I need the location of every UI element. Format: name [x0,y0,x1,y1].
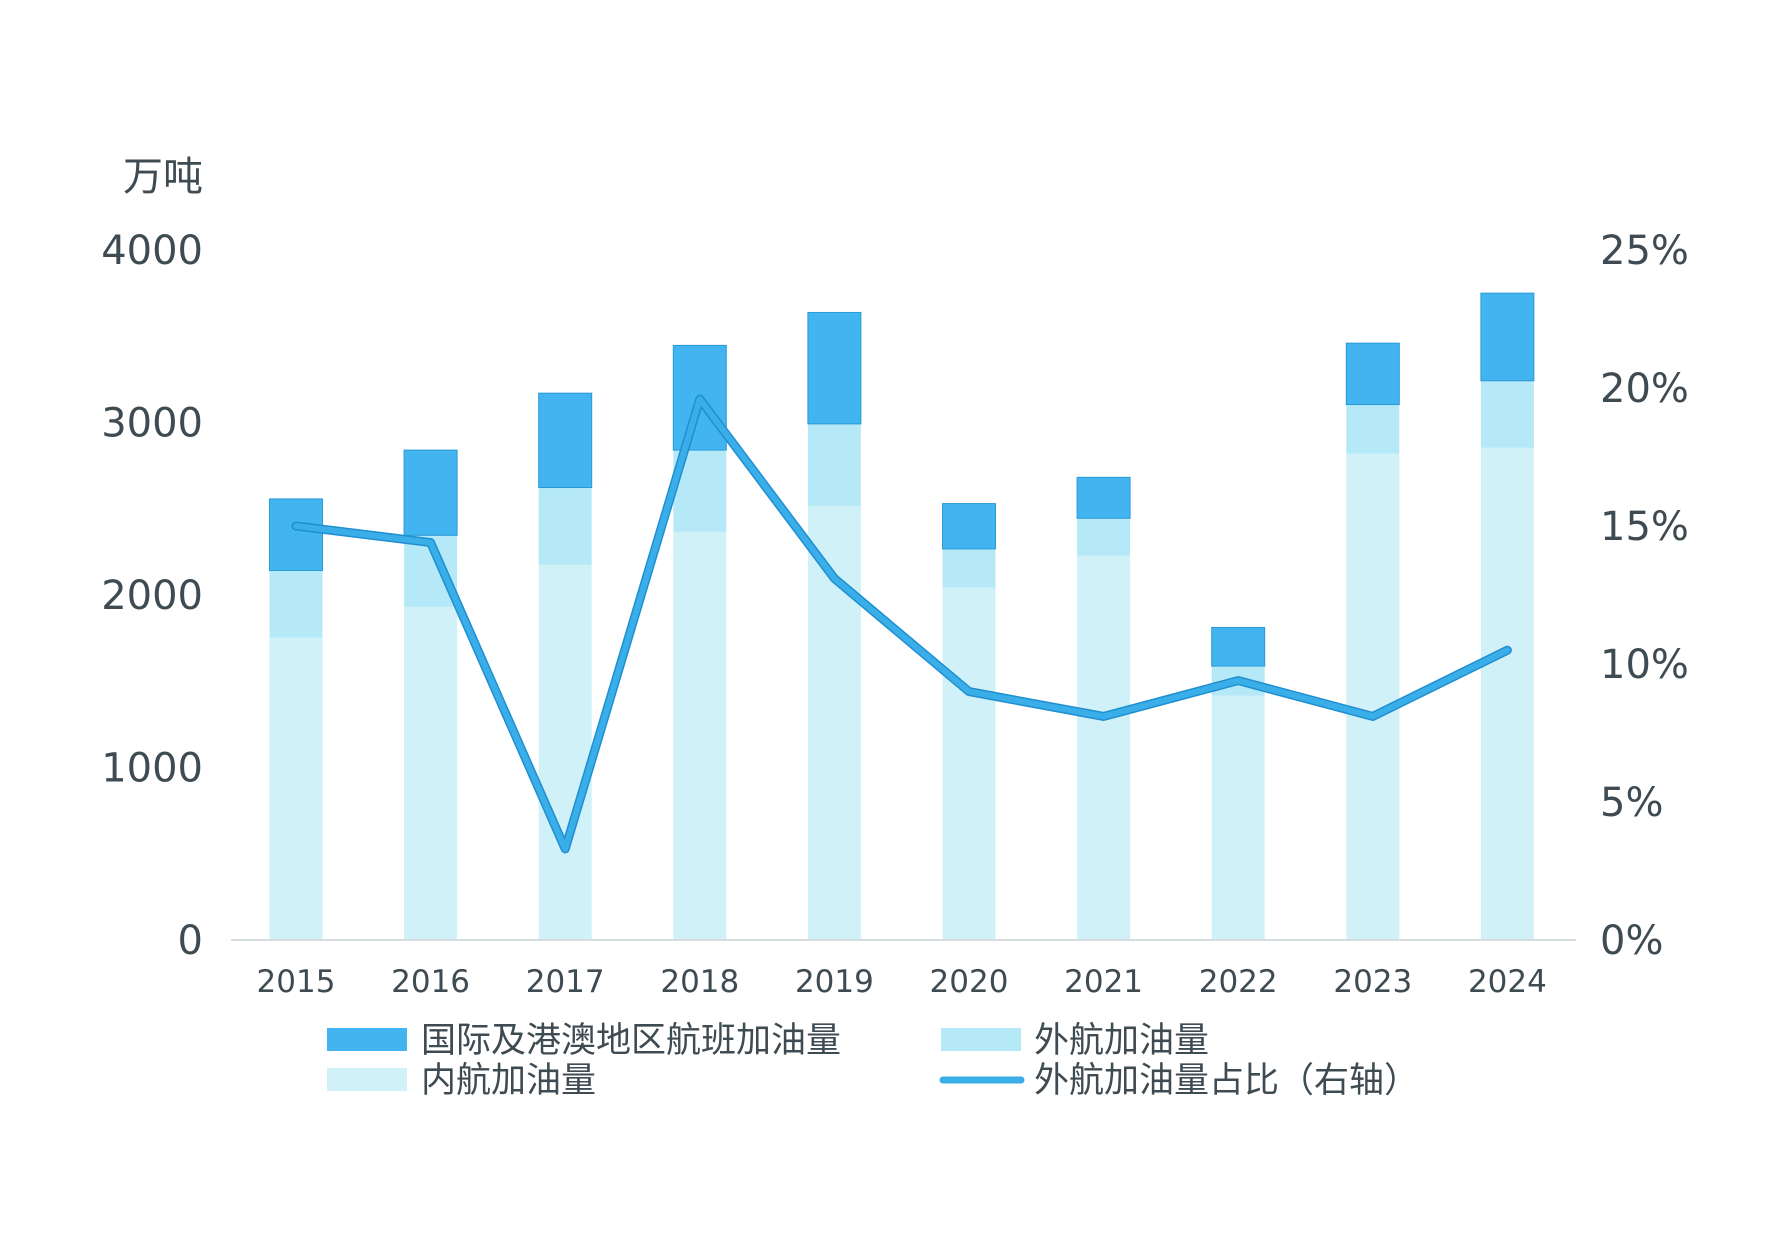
bar-foreign-2020 [942,548,996,588]
x-axis-ticks: 2015 2016 2017 2018 2019 2020 2021 2022 2023 2024 [257,964,1547,1000]
legend-label-ratio: 外航加油量占比（右轴） [1034,1061,1419,1101]
x-tick-label: 2019 [795,964,874,1000]
right-tick-label: 5% [1600,780,1663,826]
bar-foreign-2015 [269,570,323,638]
legend-swatch-foreign [941,1028,1021,1051]
legend-swatch-domestic [327,1068,407,1091]
x-tick-label: 2022 [1199,964,1278,1000]
x-tick-label: 2018 [660,964,739,1000]
bar-domestic-2018 [673,531,727,940]
x-tick-label: 2023 [1333,964,1412,1000]
right-tick-label: 20% [1600,366,1689,412]
ratio-point-2020 [968,690,970,693]
bar-foreign-2019 [807,423,861,506]
right-tick-label: 10% [1600,642,1689,688]
ratio-point-2019 [833,577,836,580]
x-tick-label: 2021 [1064,964,1143,1000]
bar-domestic-2024 [1480,447,1534,940]
bar-domestic-2017 [538,564,592,940]
x-tick-label: 2016 [391,964,470,1000]
legend-label-foreign: 外航加油量 [1034,1021,1209,1061]
x-tick-label: 2020 [930,964,1009,1000]
bar-international-2022 [1211,626,1266,667]
legend-label-domestic: 内航加油量 [421,1061,596,1101]
bar-foreign-2023 [1346,404,1400,454]
bar-domestic-2023 [1346,453,1400,940]
x-tick-label: 2024 [1468,964,1547,1000]
ratio-point-2024 [1506,649,1509,652]
right-tick-label: 25% [1600,228,1689,274]
left-tick-label: 3000 [101,401,203,447]
left-tick-label: 4000 [101,228,203,274]
ratio-line [293,396,1511,852]
ratio-point-2016 [429,541,432,544]
bar-domestic-2020 [942,587,996,940]
legend: 国际及港澳地区航班加油量 外航加油量 内航加油量 外航加油量占比（右轴） [327,1021,1419,1101]
ratio-point-2017 [564,847,567,850]
x-tick-label: 2015 [257,964,336,1000]
bar-international-2015 [269,498,323,572]
left-tick-label: 1000 [101,746,203,792]
bar-international-2024 [1480,292,1535,382]
ratio-point-2022 [1237,679,1240,682]
bar-foreign-2017 [538,487,592,565]
ratio-line-outline [291,394,1512,854]
ratio-point-2023 [1371,715,1374,718]
bar-domestic-2022 [1211,695,1265,940]
bar-foreign-2021 [1077,518,1131,556]
bar-international-2019 [807,311,862,425]
right-tick-label: 0% [1600,918,1663,964]
bar-domestic-2016 [404,606,458,940]
bars-group [269,292,1535,940]
bar-domestic-2021 [1077,555,1131,940]
legend-label-international: 国际及港澳地区航班加油量 [421,1021,841,1061]
line-group [291,394,1512,854]
bar-international-2021 [1076,476,1131,519]
bar-international-2023 [1345,342,1400,406]
bar-international-2016 [403,449,458,536]
legend-swatch-international [327,1028,407,1051]
ratio-point-2018 [698,398,701,401]
bar-international-2018 [672,344,727,451]
bar-international-2020 [942,503,996,550]
bar-international-2017 [538,392,593,489]
bar-foreign-2024 [1480,380,1534,448]
ratio-point-2015 [295,525,297,527]
x-tick-label: 2017 [526,964,605,1000]
right-axis-ticks: 0% 5% 10% 15% 20% 25% [1600,228,1689,964]
left-tick-label: 0 [178,918,203,964]
bar-domestic-2015 [269,637,323,940]
right-tick-label: 15% [1600,504,1689,550]
left-axis-ticks: 0 1000 2000 3000 4000 [101,228,203,964]
left-axis-unit: 万吨 [123,154,203,200]
ratio-point-2021 [1102,715,1105,718]
left-tick-label: 2000 [101,573,203,619]
